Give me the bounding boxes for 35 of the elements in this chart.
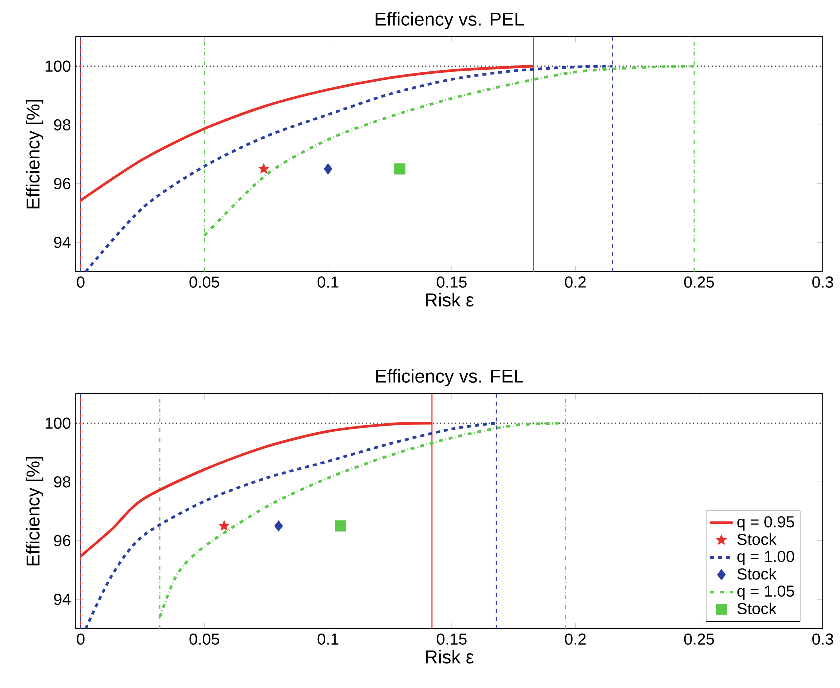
x-tick-label: 0	[77, 634, 85, 645]
x-tick-label: 0.3	[812, 634, 834, 645]
chart-title: Efficiency vs. FEL	[376, 369, 524, 387]
x-axis-title: Risk ε	[426, 650, 474, 664]
y-axis-title: Efficiency [%]	[26, 457, 44, 566]
x-tick-label: 0	[77, 276, 85, 288]
legend-label: Stock	[738, 568, 777, 580]
x-tick-label: 0.15	[437, 634, 467, 645]
legend-label: Stock	[738, 534, 777, 546]
y-axis-title: Efficiency [%]	[26, 100, 44, 209]
x-tick-label: 0.05	[190, 276, 220, 288]
x-tick-label: 0.25	[684, 276, 714, 288]
chart-title: Efficiency vs. PEL	[376, 12, 524, 30]
y-tick-label: 96	[54, 535, 71, 546]
x-tick-label: 0.1	[318, 276, 339, 288]
x-tick-label: 0.05	[190, 634, 220, 645]
y-tick-label: 96	[54, 178, 71, 190]
legend-label: q = 0.95	[738, 516, 794, 531]
x-tick-label: 0.15	[437, 276, 467, 288]
x-tick-label: 0.2	[565, 634, 586, 645]
y-tick-label: 98	[54, 476, 71, 488]
y-tick-label: 100	[46, 60, 71, 72]
x-axis-title: Risk ε	[426, 293, 474, 307]
legend-label: q = 1.00	[738, 551, 794, 566]
x-tick-label: 0.1	[318, 634, 339, 645]
legend-label: Stock	[738, 602, 777, 615]
x-tick-label: 0.3	[812, 276, 834, 288]
x-tick-label: 0.2	[565, 276, 586, 288]
y-tick-label: 98	[54, 119, 71, 131]
legend-label: q = 1.05	[738, 586, 794, 600]
y-tick-label: 94	[54, 236, 71, 248]
y-tick-label: 94	[54, 594, 71, 606]
x-tick-label: 0.25	[684, 634, 714, 645]
y-tick-label: 100	[46, 418, 71, 430]
line-series	[84, 422, 498, 629]
